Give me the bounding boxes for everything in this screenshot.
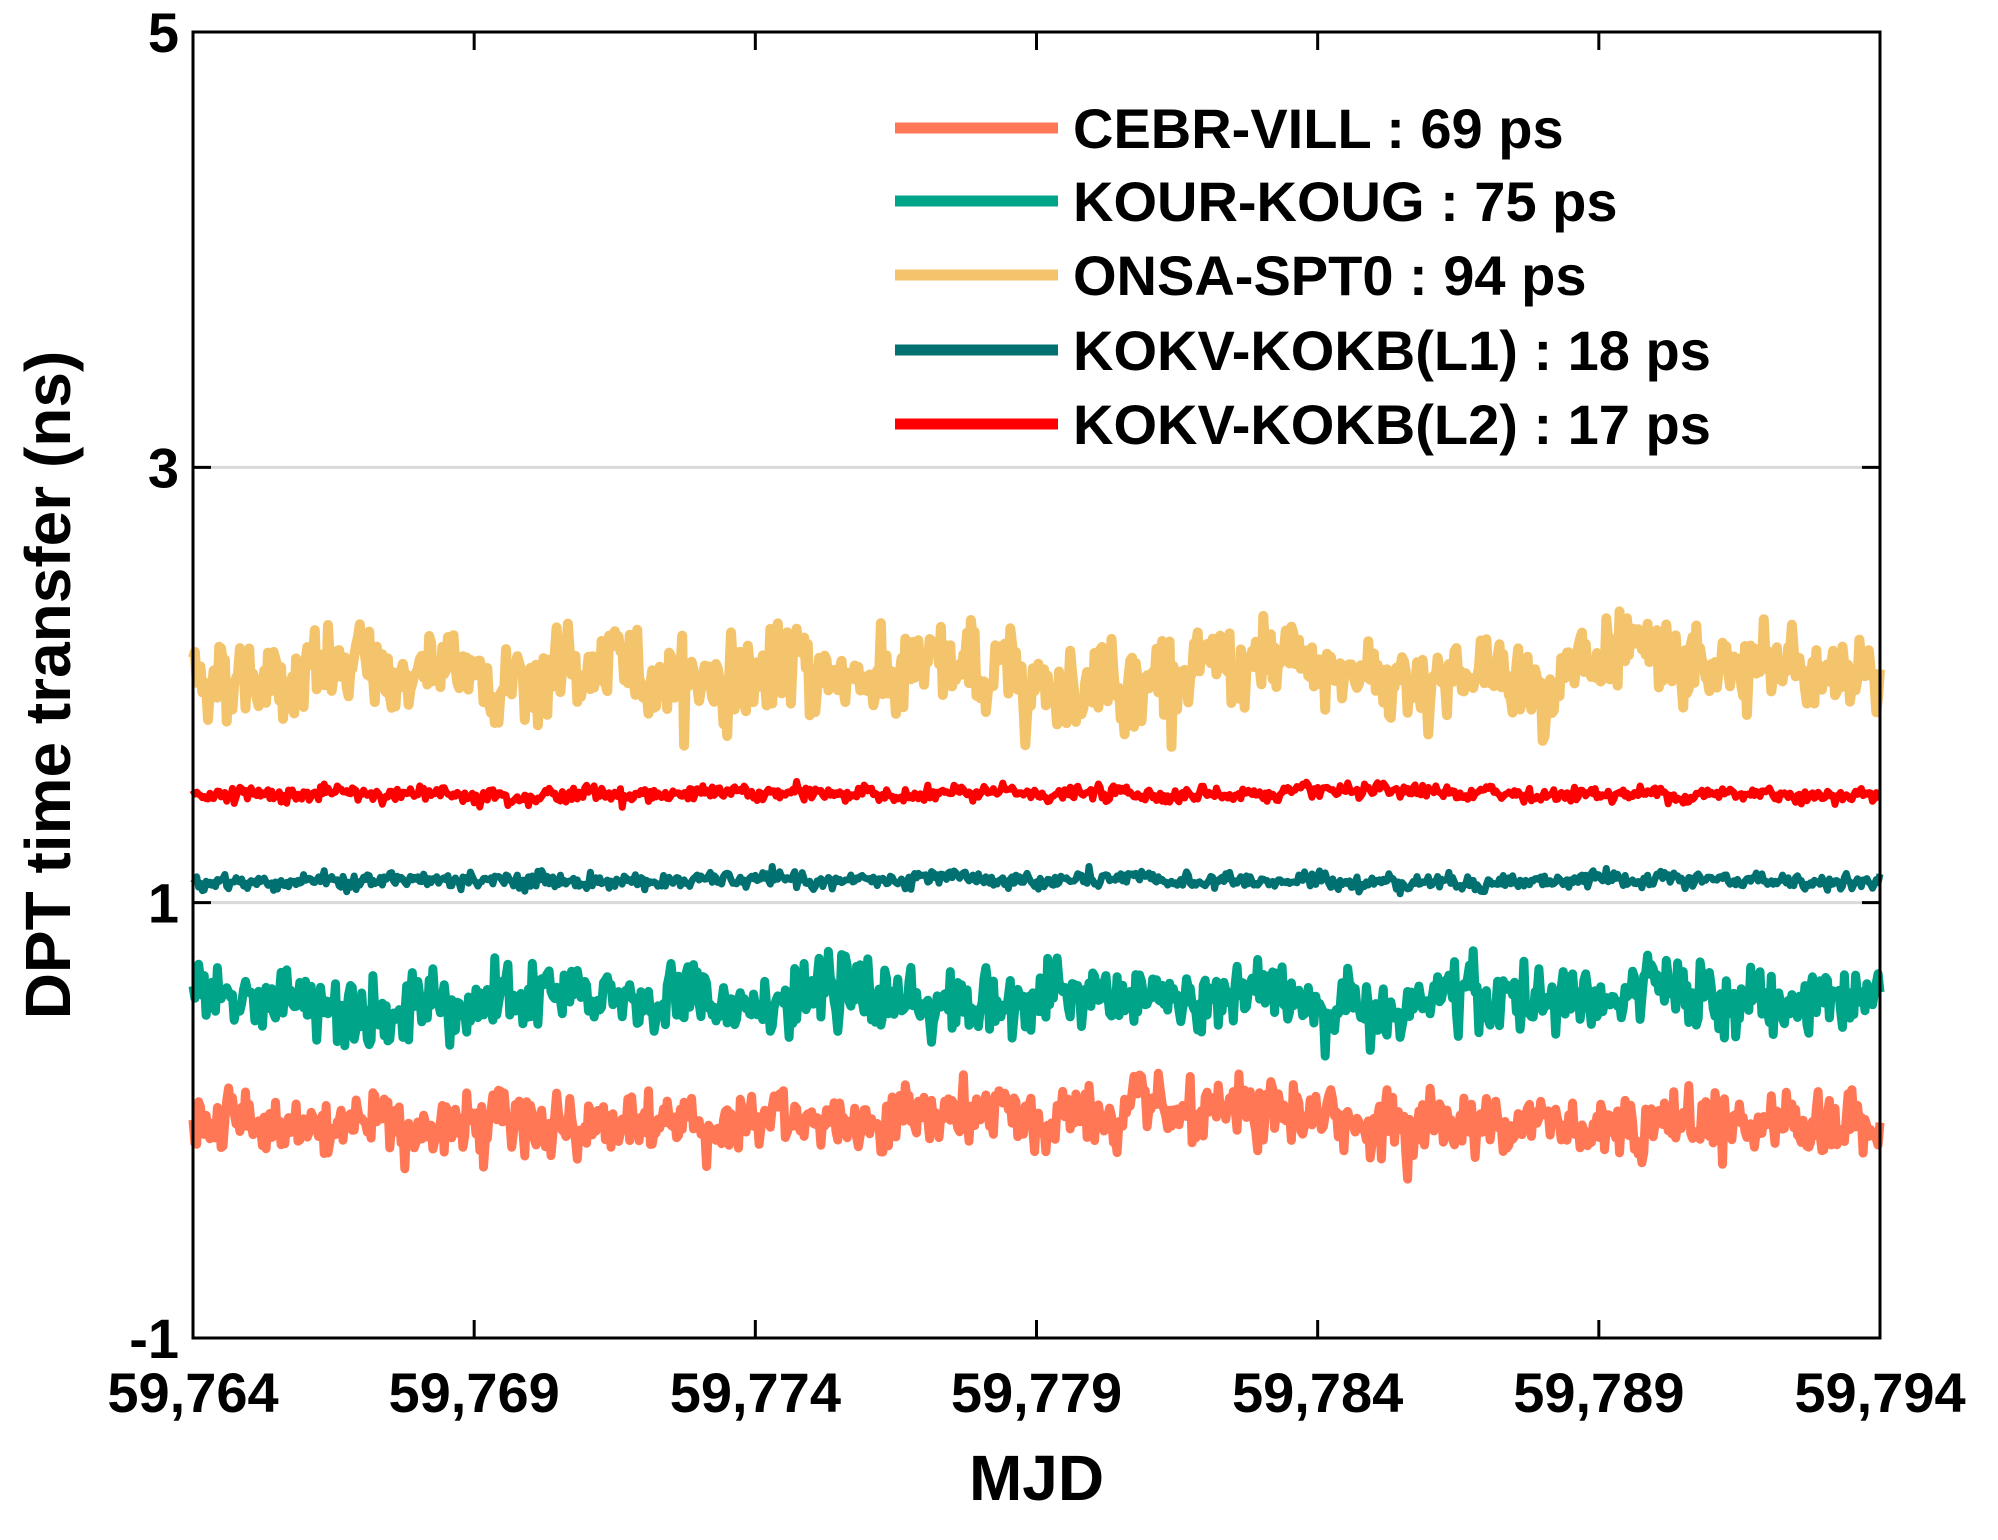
legend-label-kokv-kokb-l1-: KOKV-KOKB(L1) : 18 ps	[1073, 319, 1711, 382]
series-line-kokv-kokb-l1-	[190, 863, 1884, 898]
series-line-kour-koug	[188, 946, 1885, 1061]
x-tick-label: 59,779	[951, 1361, 1122, 1424]
y-tick-label: -1	[129, 1307, 179, 1370]
x-tick-label: 59,769	[389, 1361, 560, 1424]
tick-layer	[191, 30, 1882, 1340]
x-tick-label: 59,764	[107, 1361, 278, 1424]
series-layer	[188, 606, 1885, 1184]
grid-layer	[193, 465, 1880, 905]
series-line-cebr-vill	[188, 1068, 1885, 1184]
y-tick-label: 1	[148, 872, 179, 935]
y-tick-label: 5	[148, 1, 179, 64]
x-tick-label: 59,794	[1794, 1361, 1965, 1424]
x-tick-label: 59,774	[670, 1361, 841, 1424]
legend-label-kokv-kokb-l2-: KOKV-KOKB(L2) : 17 ps	[1073, 393, 1711, 456]
legend: CEBR-VILL : 69 ps KOUR-KOUG : 75 ps ONSA-S…	[895, 97, 1711, 456]
legend-label-cebr-vill: CEBR-VILL : 69 ps	[1073, 97, 1564, 160]
x-tick-label: 59,784	[1232, 1361, 1403, 1424]
y-axis-title: DPT time transfer (ns)	[12, 351, 84, 1020]
legend-label-onsa-spt0: ONSA-SPT0 : 94 ps	[1073, 244, 1586, 307]
y-tick-label: 3	[148, 436, 179, 499]
series-line-onsa-spt0	[188, 606, 1885, 752]
y-tick-labels: -1 1 3 5	[129, 1, 179, 1370]
series-line-kokv-kokb-l2-	[189, 778, 1882, 811]
x-tick-labels: 59,764 59,769 59,774 59,779 59,784 59,789 59,7…	[107, 1361, 1965, 1424]
x-tick-label: 59,789	[1513, 1361, 1684, 1424]
legend-label-kour-koug: KOUR-KOUG : 75 ps	[1073, 170, 1618, 233]
x-axis-title: MJD	[969, 1442, 1104, 1514]
